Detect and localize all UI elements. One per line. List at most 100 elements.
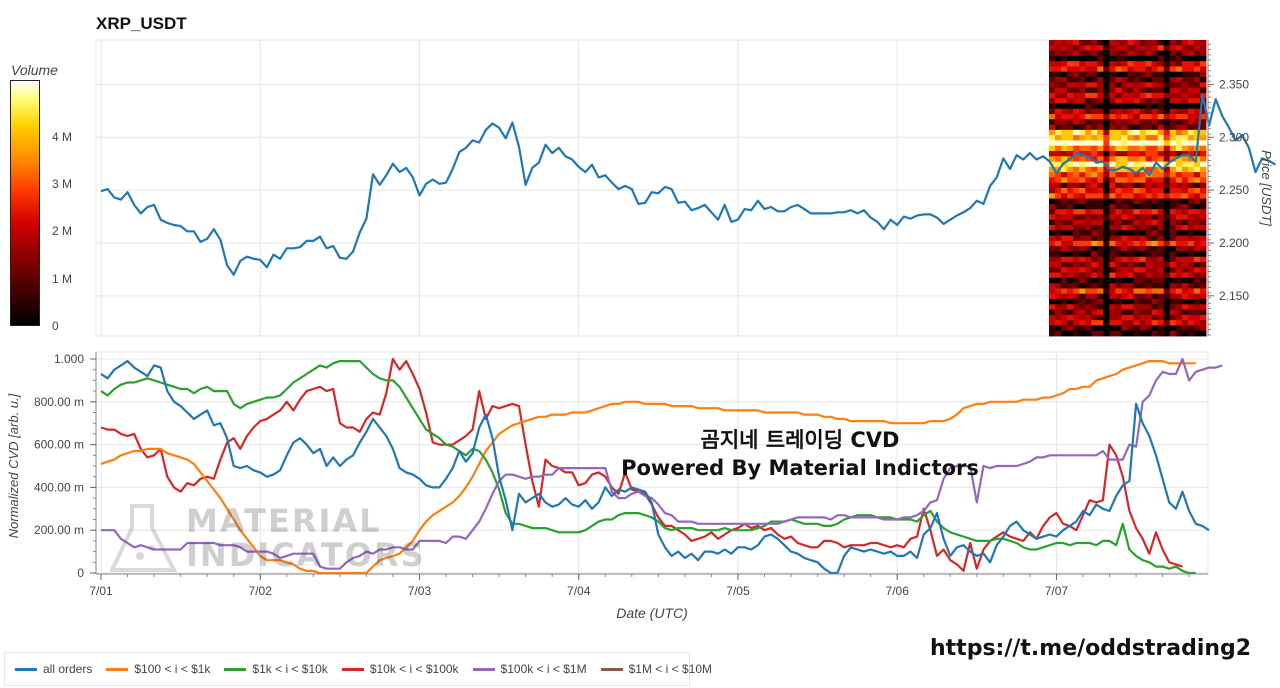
heatmap-cell [1109, 299, 1116, 305]
heatmap-cell [1115, 330, 1122, 337]
heatmap-cell [1055, 55, 1062, 62]
heatmap-cell [1067, 114, 1074, 120]
heatmap-cell [1139, 262, 1147, 268]
heatmap-cell [1175, 288, 1183, 295]
heatmap-cell [1175, 203, 1183, 210]
legend-item[interactable]: all orders [15, 662, 92, 676]
heatmap-cell [1181, 246, 1189, 252]
price-tick-label: 2.350 [1219, 77, 1249, 91]
heatmap-cell [1181, 277, 1189, 284]
heatmap-cell [1067, 193, 1074, 199]
heatmap-cell [1073, 87, 1080, 94]
heatmap-cell [1139, 66, 1147, 73]
heatmap-cell [1157, 193, 1165, 199]
legend-item[interactable]: $100 < i < $1k [106, 662, 210, 676]
heatmap-cell [1067, 50, 1074, 57]
heatmap-cell [1169, 320, 1177, 326]
heatmap-cell [1061, 320, 1068, 326]
heatmap-cell [1133, 314, 1140, 321]
heatmap-cell [1157, 61, 1165, 67]
heatmap-cell [1133, 251, 1140, 258]
heatmap-cell [1085, 66, 1092, 73]
heatmap-cell [1193, 119, 1201, 125]
heatmap-cell [1193, 288, 1201, 295]
heatmap-cell [1163, 272, 1171, 279]
heatmap-cell [1079, 98, 1086, 104]
legend-item[interactable]: $1k < i < $10k [224, 662, 328, 676]
heatmap-cell [1073, 267, 1080, 273]
heatmap-cell [1157, 98, 1165, 104]
heatmap-cell [1097, 87, 1104, 94]
cvd-x-tick-label: 7/06 [886, 584, 910, 598]
heatmap-cell [1091, 288, 1098, 295]
heatmap-cell [1169, 304, 1177, 310]
legend-swatch [15, 667, 37, 671]
heatmap-cell [1181, 304, 1189, 310]
heatmap-cell [1139, 267, 1147, 273]
volume-heatmap [1049, 40, 1207, 337]
cvd-tick-label: 1.000 [54, 352, 84, 366]
heatmap-cell [1187, 219, 1195, 226]
heatmap-cell [1049, 50, 1056, 57]
heatmap-cell [1169, 77, 1177, 83]
heatmap-cell [1175, 166, 1183, 173]
heatmap-cell [1109, 145, 1116, 152]
heatmap-cell [1187, 166, 1195, 173]
heatmap-cell [1121, 320, 1128, 326]
heatmap-cell [1175, 235, 1183, 242]
heatmap-cell [1133, 129, 1140, 136]
heatmap-cell [1199, 283, 1207, 289]
heatmap-cell [1067, 219, 1074, 226]
legend-item[interactable]: $1M < i < $10M [600, 662, 712, 676]
heatmap-cell [1151, 124, 1159, 131]
heatmap-cell [1073, 314, 1080, 321]
heatmap-cell [1061, 256, 1068, 263]
heatmap-cell [1145, 267, 1153, 273]
heatmap-cell [1181, 320, 1189, 326]
heatmap-cell [1085, 40, 1092, 46]
heatmap-cell [1181, 251, 1189, 258]
heatmap-cell [1145, 119, 1153, 125]
heatmap-cell [1109, 283, 1116, 289]
heatmap-cell [1109, 235, 1116, 242]
heatmap-cell [1085, 256, 1092, 263]
legend-item[interactable]: $100k < i < $1M [472, 662, 587, 676]
heatmap-cell [1049, 92, 1056, 99]
heatmap-cell [1085, 225, 1092, 231]
heatmap-cell [1187, 45, 1195, 51]
heatmap-cell [1181, 66, 1189, 73]
heatmap-cell [1073, 124, 1080, 131]
heatmap-cell [1151, 87, 1159, 94]
heatmap-cell [1073, 177, 1080, 184]
heatmap-cell [1199, 198, 1207, 205]
heatmap-cell [1079, 77, 1086, 83]
heatmap-cell [1085, 50, 1092, 57]
heatmap-cell [1151, 203, 1159, 210]
heatmap-cell [1049, 219, 1056, 226]
heatmap-cell [1175, 45, 1183, 51]
heatmap-cell [1133, 214, 1140, 221]
heatmap-cell [1061, 114, 1068, 120]
heatmap-cell [1133, 272, 1140, 279]
heatmap-cell [1055, 66, 1062, 73]
legend-label: $100k < i < $1M [500, 662, 587, 676]
heatmap-cell [1187, 135, 1195, 141]
heatmap-cell [1103, 98, 1110, 104]
heatmap-cell [1127, 203, 1134, 210]
heatmap-cell [1157, 304, 1165, 310]
heatmap-cell [1163, 140, 1171, 147]
heatmap-cell [1121, 272, 1128, 279]
heatmap-cell [1073, 299, 1080, 305]
heatmap-cell [1133, 140, 1140, 147]
heatmap-cell [1163, 277, 1171, 284]
heatmap-cell [1049, 166, 1056, 173]
heatmap-cell [1127, 235, 1134, 242]
heatmap-cell [1067, 182, 1074, 189]
heatmap-cell [1073, 230, 1080, 236]
heatmap-cell [1073, 166, 1080, 173]
heatmap-cell [1091, 198, 1098, 205]
heatmap-cell [1049, 188, 1056, 194]
heatmap-cell [1169, 182, 1177, 189]
legend-item[interactable]: $10k < i < $100k [341, 662, 459, 676]
